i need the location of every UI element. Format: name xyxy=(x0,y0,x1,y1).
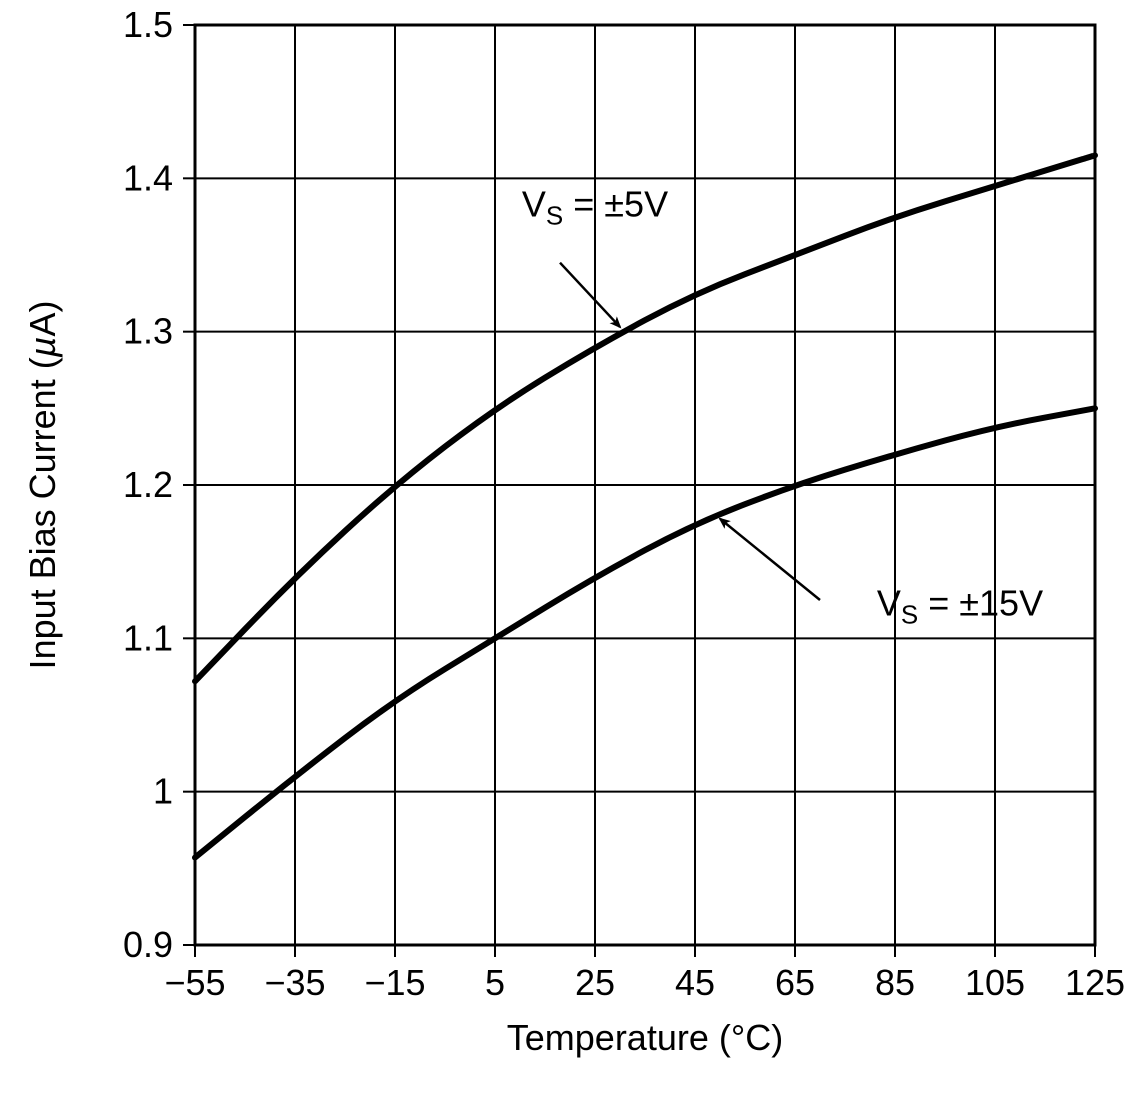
x-tick-label: 5 xyxy=(485,962,505,1003)
chart-container: −55 −35 −15 5 25 45 65 85 105 125 0.9 1 1.1 1.2 1.3 1.4… xyxy=(0,0,1137,1104)
y-tick-label: 1.2 xyxy=(123,464,173,505)
y-tick-label: 0.9 xyxy=(123,924,173,965)
x-axis-label: Temperature (°C) xyxy=(507,1017,783,1058)
chart-svg: −55 −35 −15 5 25 45 65 85 105 125 0.9 1 1.1 1.2 1.3 1.4… xyxy=(0,0,1137,1104)
x-tick-label: 45 xyxy=(675,962,715,1003)
y-tick-label: 1.3 xyxy=(123,311,173,352)
x-tick-label: −35 xyxy=(264,962,325,1003)
x-tick-label: 125 xyxy=(1065,962,1125,1003)
y-axis-label: Input Bias Current (µA) xyxy=(22,301,63,670)
annotation-label-Vs_5V: VS = ±5V xyxy=(522,184,668,231)
y-tick-label: 1.1 xyxy=(123,617,173,658)
y-tick-label: 1 xyxy=(153,771,173,812)
x-tick-label: 65 xyxy=(775,962,815,1003)
y-tick-label: 1.5 xyxy=(123,4,173,45)
y-tick-label: 1.4 xyxy=(123,157,173,198)
x-tick-label: 85 xyxy=(875,962,915,1003)
x-tick-label: 105 xyxy=(965,962,1025,1003)
x-tick-label: −15 xyxy=(364,962,425,1003)
x-tick-label: 25 xyxy=(575,962,615,1003)
x-tick-label: −55 xyxy=(164,962,225,1003)
